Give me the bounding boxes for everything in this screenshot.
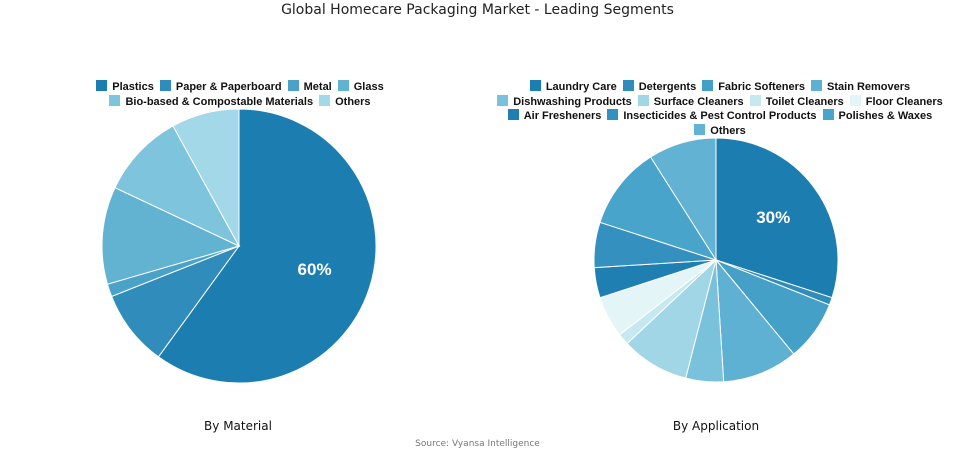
legend-item-others: Others [694,123,746,139]
legend-item-toilet-cleaners: Toilet Cleaners [749,94,844,110]
legend-swatch [622,80,634,91]
legend-label: Paper & Paperboard [175,81,282,93]
legend-swatch [497,94,509,106]
legend-swatch [287,80,299,91]
material-caption: By Material [204,419,272,433]
legend-swatch [637,94,649,106]
pie-slice-glass [101,187,241,285]
legend-label: Floor Cleaners [865,95,943,108]
legend-swatch [507,109,519,120]
slice-label-laundry-care: 30% [756,208,790,227]
legend-label: Fabric Softeners [718,81,806,93]
pie-slice-others [649,137,717,262]
legend-label: Toilet Cleaners [765,95,844,108]
legend-item-dishwashing-products: Dishwashing Products [497,94,632,110]
pie-slice-plastics [157,108,377,384]
legend-label: Plastics [112,81,154,93]
legend-item-plastics: Plastics [96,80,154,95]
legend-item-glass: Glass [337,80,384,95]
legend-label: Polishes & Waxes [838,110,933,122]
legend-swatch [694,123,706,135]
legend-swatch [319,94,331,106]
legend-label: Insecticides & Pest Control Products [623,110,817,122]
legend-swatch [811,80,823,91]
legend-label: Detergents [638,81,697,93]
legend-item-metal: Metal [287,80,332,95]
application-legend: Laundry Care Detergents Fabric Softeners St… [490,80,950,138]
material-legend: Plastics Paper & Paperboard Metal Glass Bio-… [80,80,400,109]
legend-swatch [607,109,619,120]
legend-item-insecticides-and-pest-control-products: Insecticides & Pest Control Products [607,109,817,124]
legend-label: Glass [353,81,384,93]
legend-swatch [96,80,108,91]
legend-swatch [849,94,861,106]
pie-slice-laundry-care [715,137,839,299]
legend-label: Others [335,95,371,108]
legend-item-detergents: Detergents [622,80,697,95]
legend-label: Others [710,124,746,137]
legend-item-paper-and-paperboard: Paper & Paperboard [159,80,282,95]
application-caption: By Application [672,419,760,433]
legend-item-stain-removers: Stain Removers [811,80,910,95]
legend-item-laundry-care: Laundry Care [529,80,617,95]
pie-slice-bio-based-and-compostable-materials [114,125,241,248]
legend-label: Laundry Care [545,81,617,93]
pie-slice-polishes-and-waxes [599,156,718,261]
legend-item-floor-cleaners: Floor Cleaners [849,94,943,110]
legend-swatch [109,94,121,106]
legend-swatch [702,80,714,91]
source-note: Source: Vyansa Intelligence [415,439,540,449]
legend-swatch [749,94,761,106]
legend-label: Air Fresheners [523,110,602,122]
legend-swatch [159,80,171,91]
legend-swatch [529,80,541,91]
legend-label: Dishwashing Products [513,95,632,108]
legend-item-bio-based-and-compostable-materials: Bio-based & Compostable Materials [109,94,314,110]
legend-item-others: Others [319,94,371,110]
legend-swatch [337,80,349,91]
legend-label: Bio-based & Compostable Materials [125,95,314,108]
legend-label: Surface Cleaners [653,95,744,108]
pie-slice-stain-removers [715,258,795,383]
legend-item-surface-cleaners: Surface Cleaners [637,94,744,110]
legend-item-air-fresheners: Air Fresheners [507,109,602,124]
pie-slice-others [172,108,240,247]
legend-item-polishes-and-waxes: Polishes & Waxes [822,109,933,124]
legend-swatch [822,109,834,120]
chart-title: Global Homecare Packaging Market - Leadi… [281,2,674,18]
slice-label-plastics: 60% [298,260,332,279]
legend-label: Metal [303,81,332,93]
legend-item-fabric-softeners: Fabric Softeners [702,80,805,95]
legend-label: Stain Removers [827,81,911,93]
